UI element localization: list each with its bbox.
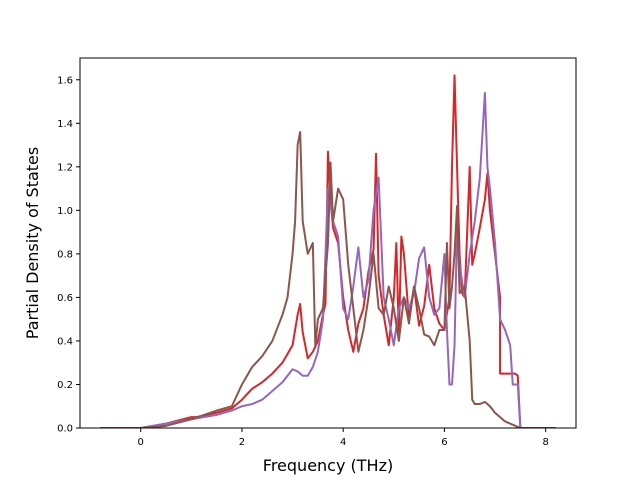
series-line-3: [100, 131, 556, 428]
y-tick-label: 0.8: [57, 249, 73, 260]
x-tick-label: 0: [138, 437, 144, 448]
y-ticks: 0.0 0.2 0.4 0.6 0.8 1.0 1.2 1.4 1.6: [57, 75, 80, 435]
series-line-2: [100, 91, 556, 428]
x-axis-label: Frequency (THz): [263, 456, 393, 475]
series-layer: [100, 74, 556, 428]
axes-frame: [79, 57, 577, 429]
x-tick-label: 4: [340, 437, 346, 448]
x-tick-label: 6: [441, 437, 447, 448]
y-tick-label: 0.0: [57, 424, 73, 435]
y-tick-label: 1.0: [57, 206, 73, 217]
y-tick-label: 0.6: [57, 293, 73, 304]
y-tick-label: 0.2: [57, 380, 73, 391]
y-tick-label: 1.6: [57, 75, 73, 86]
x-tick-label: 2: [239, 437, 245, 448]
x-tick-label: 8: [542, 437, 548, 448]
y-tick-label: 0.4: [57, 336, 73, 347]
x-ticks: 0 2 4 6 8: [138, 428, 549, 448]
series-line-1: [100, 74, 556, 428]
y-tick-label: 1.4: [57, 119, 73, 130]
y-tick-label: 1.2: [57, 162, 73, 173]
y-axis-label: Partial Density of States: [23, 147, 42, 339]
